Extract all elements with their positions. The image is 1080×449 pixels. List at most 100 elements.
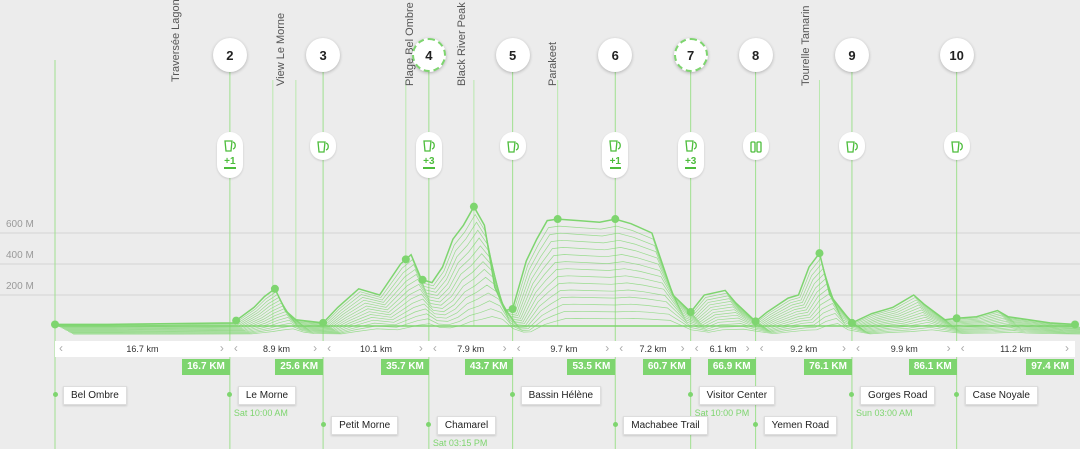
- segment-row-bg: [55, 341, 1075, 357]
- peak-label: Parakeet: [547, 41, 559, 86]
- elevation-series-line: [61, 245, 1080, 329]
- segment-distance: 16.7 km: [126, 344, 159, 354]
- segment-distance: 6.1 km: [709, 344, 737, 354]
- town-dot: [849, 392, 855, 397]
- eta-time: Sat 10:00 PM: [694, 408, 750, 418]
- elevation-series-line: [56, 213, 1077, 326]
- data-point: [686, 308, 695, 317]
- town-label: Bel Ombre: [63, 386, 127, 405]
- drink-icon: [506, 141, 519, 153]
- drink-icon: [317, 141, 329, 153]
- data-point: [1071, 320, 1079, 329]
- data-point: [232, 316, 241, 325]
- town-label: Chamarel: [436, 416, 497, 435]
- segment-distance: 9.7 km: [550, 344, 578, 354]
- elevation-series-line: [60, 237, 1080, 328]
- cumulative-distance: 86.1 KM: [908, 359, 957, 375]
- chevron-right-icon: ›: [313, 341, 318, 355]
- town-dot: [227, 392, 233, 397]
- data-point: [51, 320, 59, 329]
- peak-label: Black River Peak: [456, 2, 468, 86]
- cumulative-distance: 43.7 KM: [464, 359, 513, 375]
- data-point: [553, 215, 562, 224]
- aid-station-badge: +3: [415, 132, 442, 178]
- chevron-left-icon: ‹: [432, 341, 437, 355]
- chevron-right-icon: ›: [680, 341, 685, 355]
- cumulative-distance: 53.5 KM: [567, 359, 616, 375]
- aid-extra-count: +1: [609, 156, 621, 169]
- town-label: Visitor Center: [698, 386, 776, 405]
- segment-distance: 9.2 km: [790, 344, 818, 354]
- town-label: Case Noyale: [964, 386, 1038, 405]
- segment-distance: 7.2 km: [639, 344, 667, 354]
- cumulative-distance: 97.4 KM: [1026, 359, 1074, 375]
- chevron-left-icon: ‹: [694, 341, 699, 355]
- cumulative-distance: 16.7 KM: [182, 359, 230, 375]
- elevation-series-line: [71, 308, 1080, 334]
- aid-extra-count: +3: [684, 156, 697, 169]
- town-dot: [688, 392, 694, 397]
- drink-icon: [423, 140, 435, 152]
- town-label: Yemen Road: [763, 416, 838, 435]
- data-point: [815, 249, 824, 258]
- aid-station-badge: [943, 132, 970, 160]
- chevron-left-icon: ‹: [516, 341, 521, 355]
- elevation-series-line: [73, 316, 1080, 335]
- eta-time: Sat 03:15 PM: [432, 438, 488, 448]
- aid-station-badge: +1: [216, 132, 243, 178]
- checkpoint-marker: 10: [939, 38, 974, 72]
- data-point: [751, 317, 760, 326]
- town-dot: [426, 422, 432, 427]
- data-point: [401, 255, 410, 264]
- y-tick-label: 400 M: [6, 250, 34, 261]
- cumulative-distance: 76.1 KM: [804, 359, 852, 375]
- town-label: Bassin Hélène: [520, 386, 602, 405]
- data-point: [508, 304, 517, 313]
- aid-extra-count: +1: [224, 156, 236, 169]
- eta-time: Sun 03:00 AM: [855, 408, 913, 418]
- peak-label: Tourelle Tamarin: [800, 5, 812, 86]
- data-point: [847, 318, 856, 327]
- town-dot: [510, 392, 516, 397]
- chevron-right-icon: ›: [745, 341, 750, 355]
- aid-extra-count: +3: [423, 156, 435, 169]
- chevron-left-icon: ‹: [327, 341, 332, 355]
- segment-distance: 8.9 km: [262, 344, 290, 354]
- drink-icon: [609, 140, 622, 152]
- elevation-series-line: [68, 284, 1080, 332]
- peak-label: View Le Morne: [275, 12, 287, 86]
- elevation-series-line: [62, 253, 1080, 329]
- aid-station-badge: [499, 132, 526, 160]
- checkpoint-marker: 3: [306, 38, 341, 72]
- cumulative-distance: 66.9 KM: [707, 359, 756, 375]
- data-point: [270, 284, 279, 293]
- chevron-right-icon: ›: [219, 341, 224, 355]
- chevron-left-icon: ‹: [759, 341, 764, 355]
- chevron-right-icon: ›: [946, 341, 951, 355]
- elevation-series-line: [57, 221, 1078, 327]
- aid-station-badge: [838, 132, 865, 160]
- elevation-series-line: [64, 261, 1080, 330]
- town-dot: [612, 422, 618, 427]
- drink-icon: [684, 140, 697, 152]
- chevron-left-icon: ‹: [619, 341, 624, 355]
- chevron-left-icon: ‹: [960, 341, 965, 355]
- elevation-series-line: [66, 276, 1080, 332]
- data-point: [418, 275, 427, 284]
- segment-distance: 7.9 km: [457, 344, 485, 354]
- chevron-left-icon: ‹: [59, 341, 63, 355]
- segment-distance: 9.9 km: [890, 344, 918, 354]
- cumulative-distance: 60.7 KM: [642, 359, 691, 375]
- elevation-series-line: [55, 205, 1076, 326]
- chevron-right-icon: ›: [605, 341, 610, 355]
- chevron-right-icon: ›: [841, 341, 846, 355]
- segment-distance: 10.1 km: [359, 344, 392, 354]
- checkpoint-marker: 8: [738, 38, 773, 72]
- town-label: Le Morne: [237, 386, 297, 405]
- checkpoint-marker: 4: [411, 38, 446, 72]
- drink-icon: [846, 141, 858, 153]
- chevron-right-icon: ›: [418, 341, 423, 355]
- aid-station-badge: +1: [602, 132, 629, 178]
- eta-time: Sat 10:00 AM: [233, 408, 288, 418]
- data-point: [469, 202, 478, 211]
